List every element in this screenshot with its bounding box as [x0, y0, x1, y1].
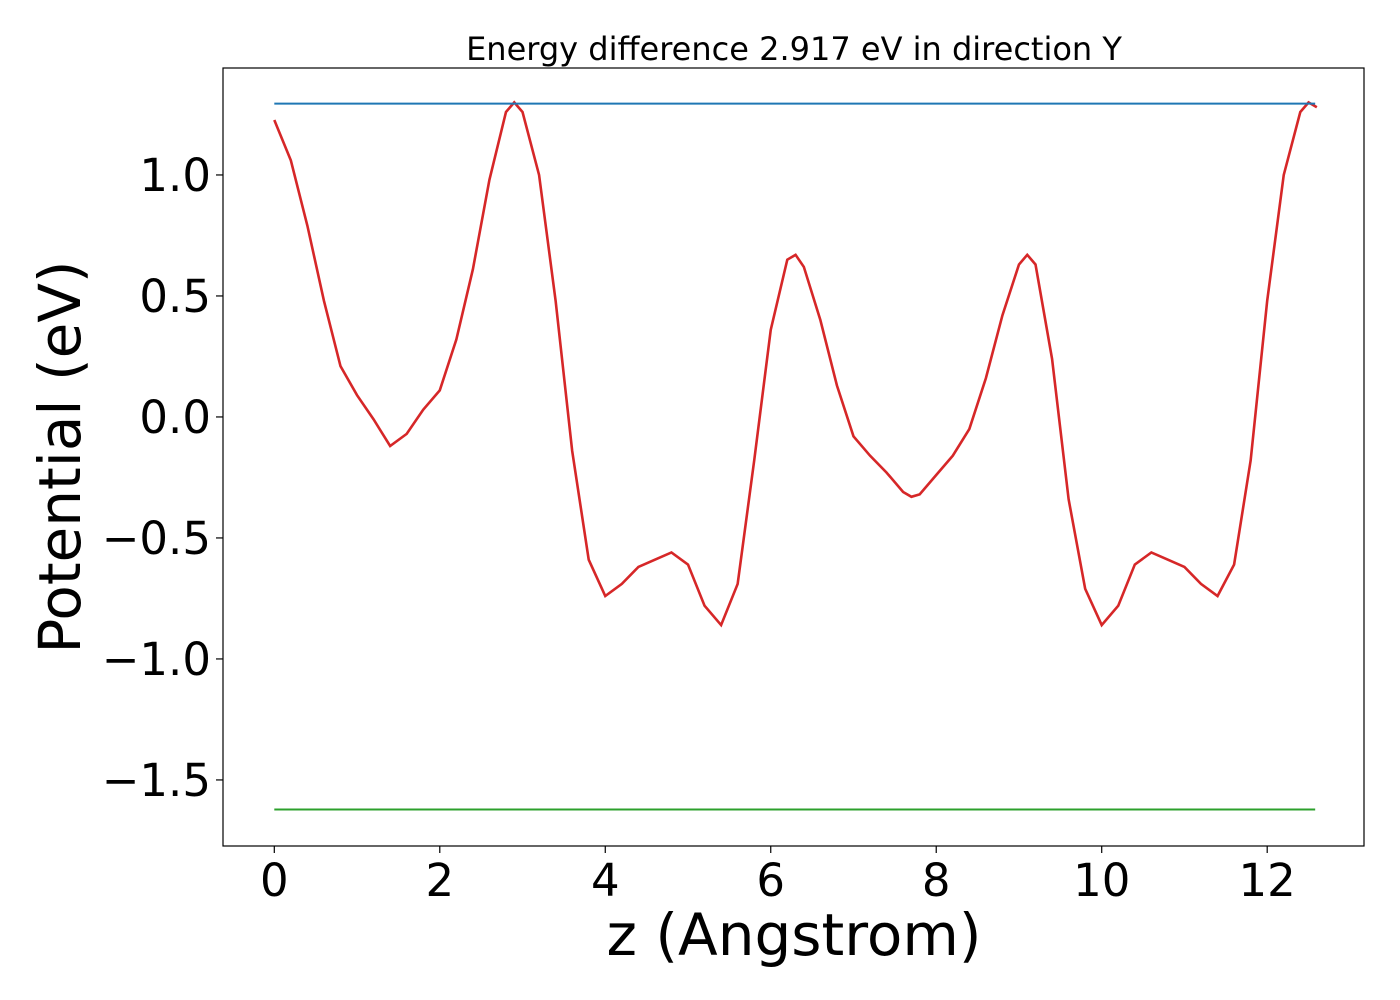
x-tick-label: 8 — [922, 854, 951, 907]
x-tick-label: 12 — [1239, 854, 1296, 907]
x-tick-label: 0 — [260, 854, 289, 907]
y-axis-label: Potential (eV) — [26, 260, 94, 653]
plot-frame — [222, 67, 1365, 847]
y-tick-label: 0.5 — [139, 270, 211, 323]
x-axis-label: z (Angstrom) — [607, 901, 982, 969]
y-tick-label: −0.5 — [102, 512, 211, 565]
chart-title: Energy difference 2.917 eV in direction … — [466, 30, 1122, 68]
y-tick-label: −1.5 — [102, 754, 211, 807]
x-tick-label: 4 — [591, 854, 620, 907]
x-tick-label: 6 — [756, 854, 785, 907]
y-tick-label: 0.0 — [139, 391, 211, 444]
data-line — [273, 100, 1318, 628]
y-tick-label: 1.0 — [139, 149, 211, 202]
y-tick-label: −1.0 — [102, 633, 211, 686]
x-tick-label: 2 — [425, 854, 454, 907]
x-tick-label: 10 — [1073, 854, 1130, 907]
